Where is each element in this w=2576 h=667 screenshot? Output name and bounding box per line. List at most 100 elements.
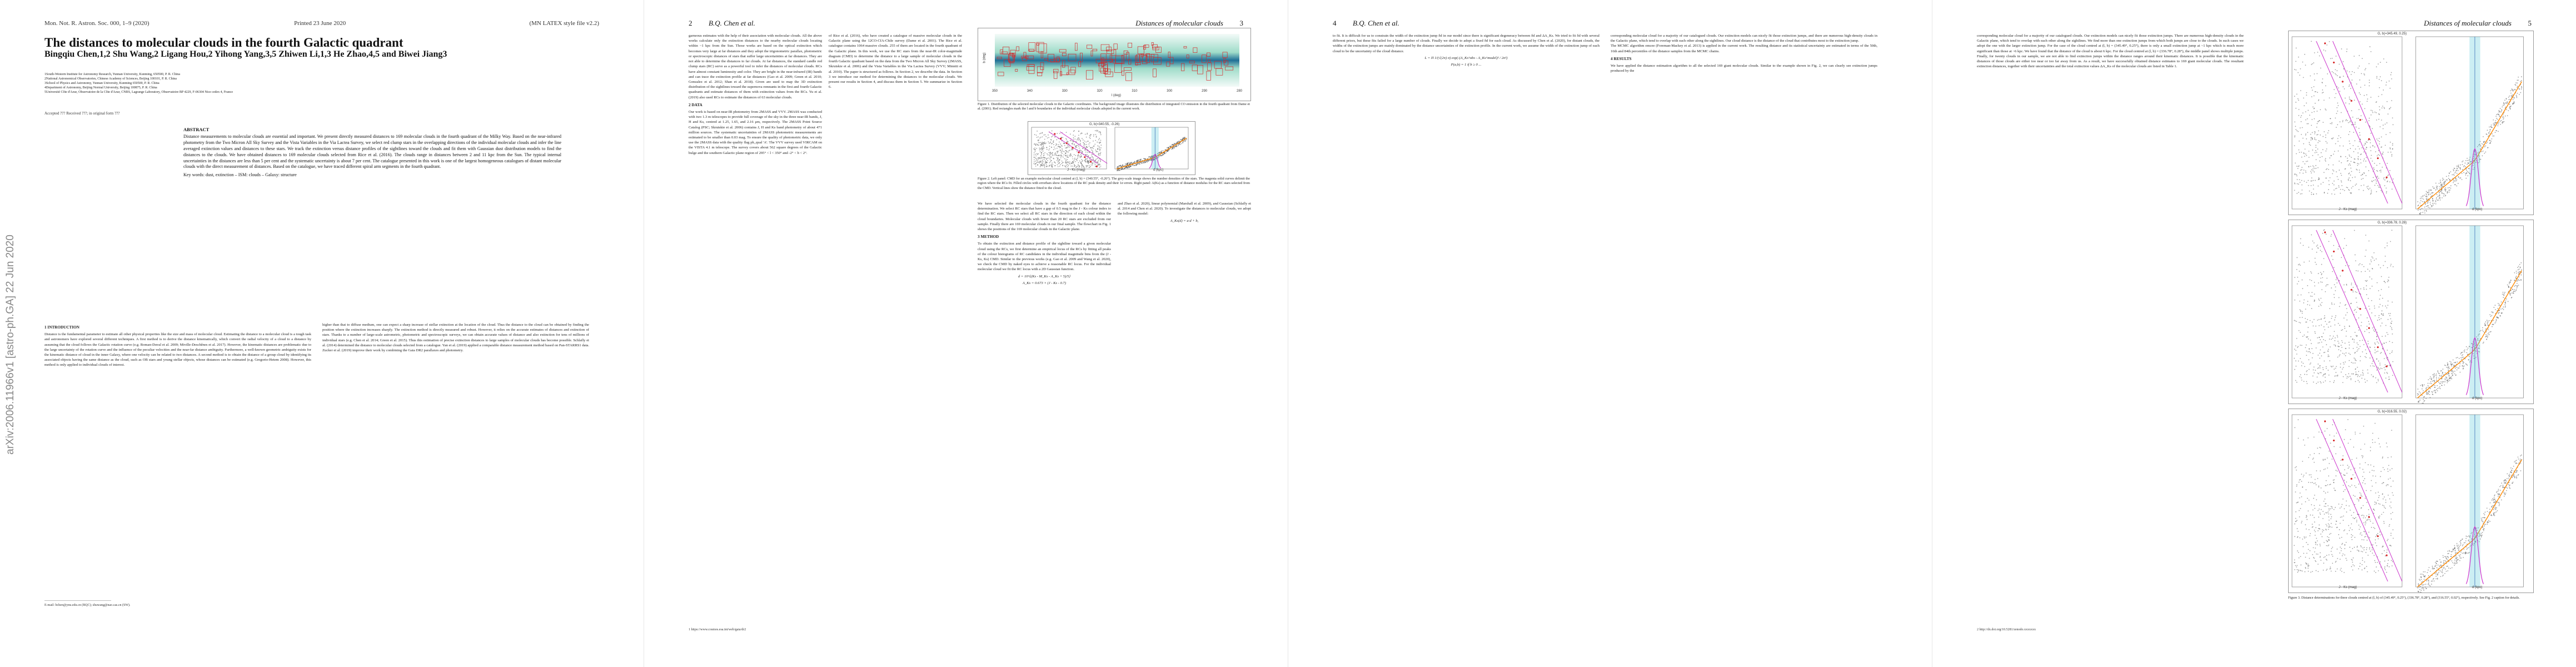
rc-peak-point bbox=[1084, 156, 1086, 158]
star-point bbox=[2301, 365, 2303, 366]
star-point bbox=[2313, 193, 2314, 195]
star-point bbox=[2378, 368, 2379, 369]
star-point bbox=[2312, 155, 2314, 156]
journal-citation: Mon. Not. R. Astron. Soc. 000, 1–9 (2020… bbox=[44, 20, 150, 27]
rc-star-point bbox=[1130, 163, 1132, 165]
star-point bbox=[2335, 74, 2337, 76]
star-point bbox=[1049, 158, 1051, 160]
rc-star-point bbox=[2458, 357, 2460, 359]
rc-star-point bbox=[2457, 557, 2458, 558]
star-point bbox=[1056, 143, 1058, 145]
star-point bbox=[2331, 255, 2333, 257]
rc-star-point bbox=[2503, 309, 2504, 310]
star-point bbox=[1034, 149, 1036, 151]
rc-star-point bbox=[2429, 382, 2431, 384]
rc-star-point bbox=[2487, 324, 2488, 326]
star-point bbox=[1069, 146, 1070, 148]
star-point bbox=[1068, 162, 1070, 164]
rc-star-point bbox=[2457, 357, 2458, 359]
rc-star-point bbox=[2489, 142, 2490, 144]
star-point bbox=[2295, 520, 2297, 522]
rc-star-point bbox=[2438, 377, 2440, 379]
rc-star-point bbox=[2465, 173, 2467, 175]
star-point bbox=[1080, 162, 1082, 163]
star-point bbox=[2299, 492, 2301, 494]
star-point bbox=[2339, 559, 2341, 560]
star-point bbox=[2336, 548, 2338, 550]
star-point bbox=[1089, 142, 1090, 143]
star-point bbox=[1037, 160, 1038, 162]
rc-star-point bbox=[1127, 167, 1128, 168]
rc-star-point bbox=[2477, 535, 2478, 536]
star-point bbox=[2350, 148, 2351, 150]
cloud-boundary-box bbox=[1128, 42, 1132, 48]
rc-star-point bbox=[2456, 173, 2458, 174]
star-point bbox=[2350, 161, 2351, 162]
star-point bbox=[1087, 153, 1088, 155]
star-point bbox=[2354, 176, 2356, 178]
star-point bbox=[2320, 281, 2321, 283]
star-point bbox=[2335, 171, 2337, 172]
star-point bbox=[2325, 285, 2326, 287]
star-point bbox=[2325, 367, 2327, 369]
rc-star-point bbox=[2509, 106, 2511, 107]
star-point bbox=[1052, 152, 1053, 153]
cloud-boundary-box bbox=[1068, 53, 1077, 62]
star-point bbox=[2357, 165, 2358, 166]
rc-star-point bbox=[2492, 323, 2493, 325]
star-point bbox=[2333, 344, 2335, 346]
rc-star-point bbox=[2459, 363, 2461, 365]
rc-star-point bbox=[2457, 547, 2458, 549]
star-point bbox=[2387, 300, 2389, 302]
star-point bbox=[1083, 146, 1085, 148]
rc-star-point bbox=[2423, 574, 2424, 575]
rc-star-point bbox=[2444, 195, 2446, 197]
star-point bbox=[1060, 164, 1062, 166]
star-point bbox=[2318, 318, 2320, 320]
rc-star-point bbox=[2482, 520, 2483, 522]
star-point bbox=[2366, 502, 2368, 503]
star-point bbox=[2391, 342, 2393, 344]
star-point bbox=[2391, 492, 2393, 494]
star-point bbox=[1066, 151, 1068, 152]
star-point bbox=[2338, 186, 2340, 188]
star-point bbox=[2335, 560, 2337, 562]
star-point bbox=[2348, 164, 2349, 166]
rc-star-point bbox=[2497, 308, 2499, 309]
rc-star-point bbox=[2517, 267, 2519, 268]
rc-star-point bbox=[2464, 351, 2465, 353]
star-point bbox=[2383, 467, 2384, 469]
star-point bbox=[2317, 142, 2319, 143]
rc-star-point bbox=[2417, 394, 2419, 396]
star-point bbox=[1049, 162, 1050, 163]
footnote: 1 https://www.cosmos.esa.int/web/gaia/dr… bbox=[689, 628, 746, 631]
rc-star-point bbox=[2437, 385, 2438, 386]
star-point bbox=[1098, 155, 1099, 156]
star-point bbox=[2297, 276, 2298, 278]
rc-star-point bbox=[2431, 391, 2433, 393]
star-point bbox=[2320, 470, 2321, 472]
star-point bbox=[2326, 536, 2328, 537]
rc-star-point bbox=[2452, 373, 2454, 375]
star-point bbox=[2301, 345, 2303, 346]
star-point bbox=[2388, 280, 2389, 281]
star-point bbox=[2331, 548, 2333, 549]
star-point bbox=[2364, 84, 2365, 86]
star-point bbox=[2300, 564, 2302, 566]
star-point bbox=[2344, 475, 2346, 476]
rc-star-point bbox=[2421, 581, 2423, 583]
rc-star-point bbox=[2468, 536, 2470, 537]
star-point bbox=[2379, 362, 2381, 364]
star-point bbox=[2350, 175, 2351, 176]
star-point bbox=[1078, 139, 1079, 141]
star-point bbox=[1085, 151, 1087, 153]
cloud-boundary-box bbox=[1036, 42, 1044, 52]
rc-star-point bbox=[1140, 159, 1142, 161]
star-point bbox=[2369, 537, 2370, 539]
rc-star-point bbox=[2487, 130, 2488, 131]
star-point bbox=[2305, 111, 2306, 113]
star-point bbox=[2301, 190, 2303, 191]
rc-star-point bbox=[2420, 577, 2422, 578]
star-point bbox=[2296, 485, 2298, 487]
rc-star-point bbox=[2505, 298, 2507, 300]
